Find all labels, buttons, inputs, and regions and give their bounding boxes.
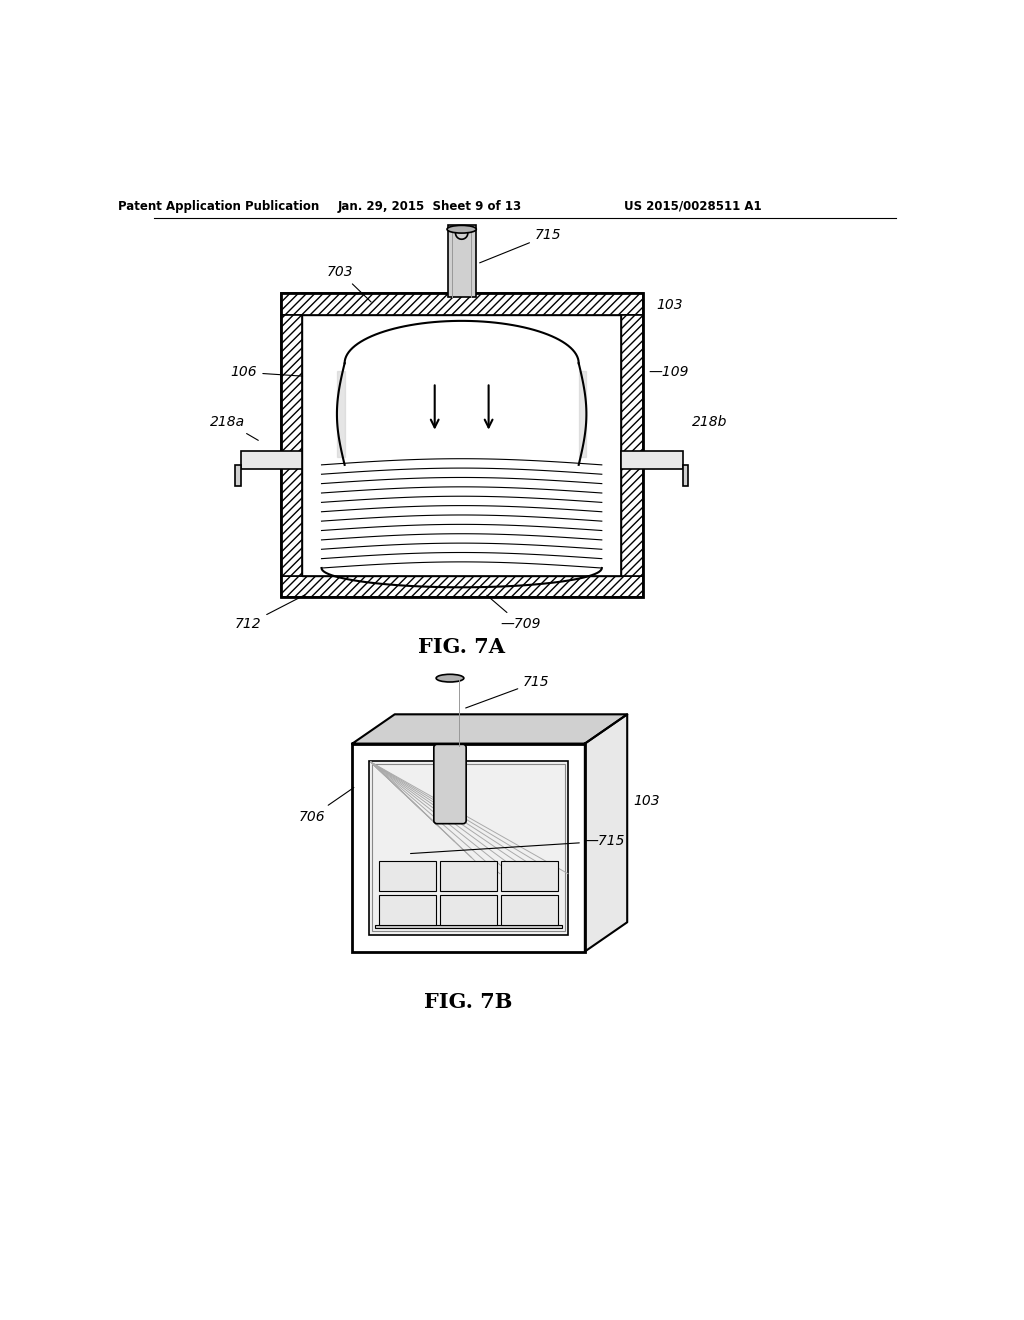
Bar (621, 451, 683, 470)
Bar (373, 763, 565, 932)
Bar (281, 314, 302, 576)
Ellipse shape (447, 226, 476, 234)
Text: FIG. 7B: FIG. 7B (424, 991, 513, 1011)
Text: 106: 106 (230, 366, 302, 379)
Bar (281, 293, 643, 598)
Text: 712: 712 (234, 595, 305, 631)
Text: 218b: 218b (692, 416, 727, 429)
Bar (440, 862, 497, 891)
Bar (241, 451, 302, 470)
Bar (501, 862, 558, 891)
Bar (447, 226, 475, 297)
Text: US 2015/0028511 A1: US 2015/0028511 A1 (624, 199, 762, 213)
Bar (302, 314, 621, 576)
Bar (376, 924, 562, 928)
Polygon shape (585, 714, 628, 952)
Text: —109: —109 (649, 366, 689, 379)
Polygon shape (352, 714, 628, 743)
Text: 703: 703 (327, 265, 371, 302)
Bar (621, 314, 643, 576)
Polygon shape (579, 371, 587, 457)
FancyBboxPatch shape (434, 744, 466, 824)
Text: 715: 715 (479, 228, 561, 263)
Text: FIG. 7A: FIG. 7A (418, 638, 505, 657)
Bar (236, 465, 241, 487)
Text: —709: —709 (486, 595, 541, 631)
Polygon shape (337, 371, 345, 457)
Text: 218a: 218a (210, 416, 258, 441)
Bar (379, 895, 436, 924)
Bar (281, 293, 643, 314)
Bar (501, 895, 558, 924)
Text: Patent Application Publication: Patent Application Publication (119, 199, 319, 213)
Bar (370, 760, 568, 935)
Text: 103: 103 (656, 297, 683, 312)
Bar (281, 576, 643, 598)
Ellipse shape (436, 675, 464, 682)
Bar (379, 862, 436, 891)
Text: 706: 706 (298, 788, 354, 824)
Text: 103: 103 (634, 795, 660, 808)
Text: Jan. 29, 2015  Sheet 9 of 13: Jan. 29, 2015 Sheet 9 of 13 (337, 199, 521, 213)
Bar (683, 465, 688, 487)
Bar (352, 743, 585, 952)
Text: 715: 715 (466, 675, 550, 708)
Text: —715: —715 (411, 834, 626, 854)
Bar (440, 895, 497, 924)
